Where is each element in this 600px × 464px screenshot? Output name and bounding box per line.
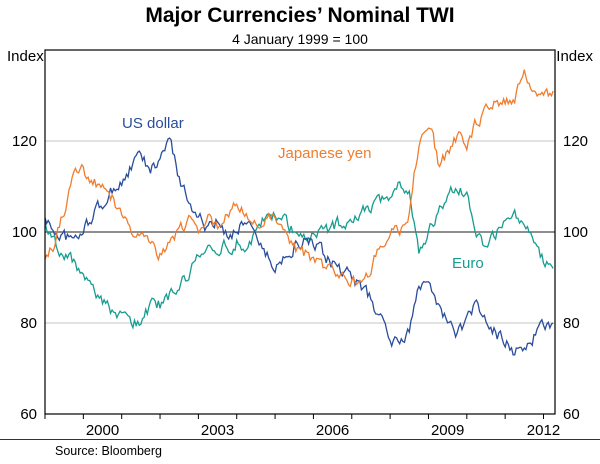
x-tick-label: 2003 <box>201 422 234 439</box>
series-label-us-dollar: US dollar <box>122 115 184 132</box>
y-tick-label-right: 100 <box>563 224 588 241</box>
y-tick-label-left: 60 <box>20 406 37 423</box>
plot-frame <box>44 49 556 415</box>
y-tick-label-right: 60 <box>563 406 580 423</box>
y-tick-label-left: 80 <box>20 315 37 332</box>
x-tick-label: 2000 <box>86 422 119 439</box>
y-tick-label-left: 120 <box>12 133 37 150</box>
y-tick-label-right: 80 <box>563 315 580 332</box>
chart-subtitle: 4 January 1999 = 100 <box>232 31 368 47</box>
x-tick-label: 2006 <box>316 422 349 439</box>
x-tick-label: 2012 <box>527 422 560 439</box>
series-label-euro: Euro <box>452 255 484 272</box>
y-tick-label-right: 120 <box>563 133 588 150</box>
y-tick-label-left: 100 <box>12 224 37 241</box>
series-label-japanese-yen: Japanese yen <box>278 145 372 162</box>
source-note: Source: Bloomberg <box>55 444 163 458</box>
y-axis-unit-left: Index <box>7 48 44 65</box>
chart-title: Major Currencies’ Nominal TWI <box>145 4 455 27</box>
series-line-us-dollar <box>45 137 554 356</box>
series-line-euro <box>45 181 554 330</box>
y-axis-unit-right: Index <box>556 48 593 65</box>
series-line-japanese-yen <box>45 69 554 288</box>
footer-divider: Source: Bloomberg <box>0 439 600 458</box>
x-tick-label: 2009 <box>431 422 464 439</box>
